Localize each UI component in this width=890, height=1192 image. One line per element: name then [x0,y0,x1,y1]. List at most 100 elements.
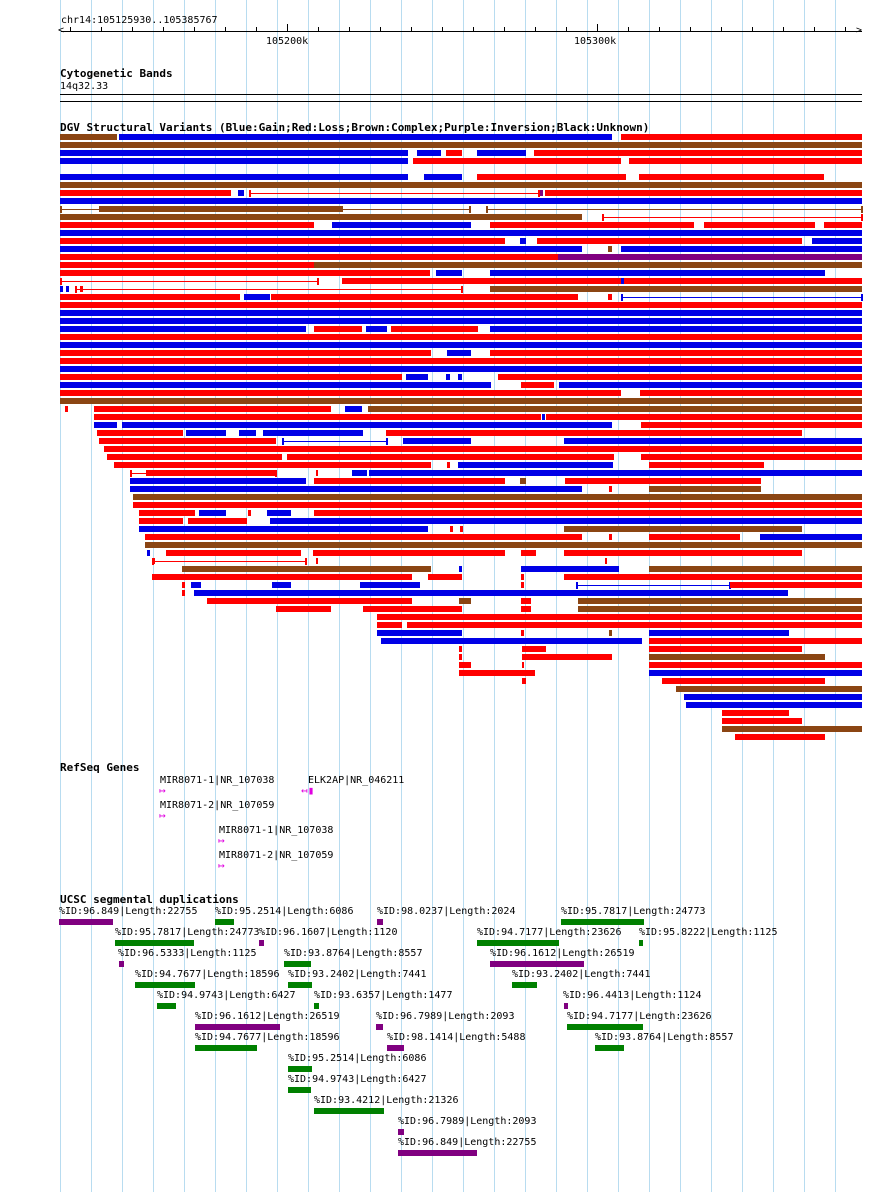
structural-variant[interactable] [649,630,789,636]
structural-variant[interactable] [521,550,536,556]
segdup-bar[interactable] [195,1045,257,1051]
structural-variant[interactable] [314,478,505,484]
structural-variant[interactable] [521,630,524,636]
structural-variant[interactable] [564,526,802,532]
structural-variant[interactable] [182,566,431,572]
segdup-label[interactable]: %ID:95.7817|Length:24773 [115,927,260,938]
segdup-label[interactable]: %ID:95.7817|Length:24773 [561,906,706,917]
structural-variant[interactable] [272,582,291,588]
segdup-bar[interactable] [314,1108,384,1114]
segdup-bar[interactable] [398,1150,477,1156]
structural-variant[interactable] [446,150,462,156]
segdup-bar[interactable] [398,1129,404,1135]
structural-variant[interactable] [60,374,402,380]
structural-variant[interactable] [60,318,862,324]
segdup-bar[interactable] [135,982,195,988]
structural-variant[interactable] [60,294,240,300]
segdup-label[interactable]: %ID:95.8222|Length:1125 [639,927,778,938]
structural-variant[interactable] [249,193,539,194]
structural-variant[interactable] [477,150,526,156]
segdup-bar[interactable] [561,919,644,925]
segdup-label[interactable]: %ID:96.1607|Length:1120 [259,927,398,938]
structural-variant[interactable] [368,406,862,412]
structural-variant[interactable] [316,470,318,476]
structural-variant[interactable] [537,238,802,244]
structural-variant[interactable] [428,574,462,580]
reverse-arrow-icon[interactable]: ↤▮ [301,784,315,797]
structural-variant[interactable] [565,478,761,484]
gene-label[interactable]: ELK2AP|NR_046211 [308,775,405,786]
structural-variant[interactable] [360,582,420,588]
structural-variant[interactable] [345,406,362,412]
structural-variant[interactable] [139,518,183,524]
structural-variant[interactable] [722,718,802,724]
structural-variant[interactable] [99,438,276,444]
structural-variant[interactable] [458,462,613,468]
structural-variant[interactable] [60,254,862,260]
forward-arrow-icon[interactable]: ↦ [159,809,166,822]
gene-label[interactable]: MIR8071-2|NR_107059 [219,850,334,861]
structural-variant[interactable] [684,694,862,700]
structural-variant[interactable] [446,374,450,380]
structural-variant[interactable] [60,366,862,372]
gene-label[interactable]: MIR8071-1|NR_107038 [219,825,334,836]
structural-variant[interactable] [608,294,612,300]
structural-variant[interactable] [152,558,155,564]
structural-variant[interactable] [60,310,862,316]
structural-variant[interactable] [391,326,478,332]
structural-variant[interactable] [520,238,526,244]
structural-variant[interactable] [722,726,862,732]
structural-variant[interactable] [270,518,862,524]
structural-variant[interactable] [207,598,412,604]
structural-variant[interactable] [107,454,282,460]
segdup-label[interactable]: %ID:96.7989|Length:2093 [376,1011,515,1022]
structural-variant[interactable] [99,206,343,212]
structural-variant[interactable] [621,134,862,140]
structural-variant[interactable] [381,638,642,644]
segdup-bar[interactable] [195,1024,280,1030]
segdup-label[interactable]: %ID:96.5333|Length:1125 [118,948,257,959]
structural-variant[interactable] [424,174,462,180]
structural-variant[interactable] [60,198,862,204]
structural-variant[interactable] [267,510,291,516]
structural-variant[interactable] [459,566,462,572]
structural-variant[interactable] [621,278,624,284]
structural-variant[interactable] [60,214,582,220]
structural-variant[interactable] [564,438,862,444]
structural-variant[interactable] [60,358,862,364]
structural-variant[interactable] [521,606,531,612]
segdup-bar[interactable] [377,919,383,925]
structural-variant[interactable] [186,430,226,436]
structural-variant[interactable] [80,286,83,292]
structural-variant[interactable] [204,422,215,428]
structural-variant[interactable] [436,270,462,276]
structural-variant[interactable] [139,510,195,516]
forward-arrow-icon[interactable]: ↦ [218,834,225,847]
segdup-bar[interactable] [567,1024,643,1030]
structural-variant[interactable] [459,662,471,668]
structural-variant[interactable] [147,550,150,556]
structural-variant[interactable] [60,398,862,404]
segdup-bar[interactable] [477,940,559,946]
structural-variant[interactable] [60,222,314,228]
structural-variant[interactable] [459,670,535,676]
structural-variant[interactable] [182,590,185,596]
structural-variant[interactable] [760,534,862,540]
segdup-label[interactable]: %ID:93.2402|Length:7441 [512,969,651,980]
structural-variant[interactable] [60,182,862,188]
structural-variant[interactable] [490,286,862,292]
structural-variant[interactable] [332,222,471,228]
structural-variant[interactable] [377,630,462,636]
segdup-bar[interactable] [259,940,264,946]
structural-variant[interactable] [152,574,412,580]
segdup-bar[interactable] [215,919,234,925]
structural-variant[interactable] [60,326,306,332]
structural-variant[interactable] [522,678,526,684]
structural-variant[interactable] [609,486,612,492]
structural-variant[interactable] [314,510,862,516]
structural-variant[interactable] [641,454,862,460]
segdup-label[interactable]: %ID:93.6357|Length:1477 [314,990,453,1001]
segdup-label[interactable]: %ID:98.0237|Length:2024 [377,906,516,917]
structural-variant[interactable] [60,334,862,340]
structural-variant[interactable] [60,342,862,348]
